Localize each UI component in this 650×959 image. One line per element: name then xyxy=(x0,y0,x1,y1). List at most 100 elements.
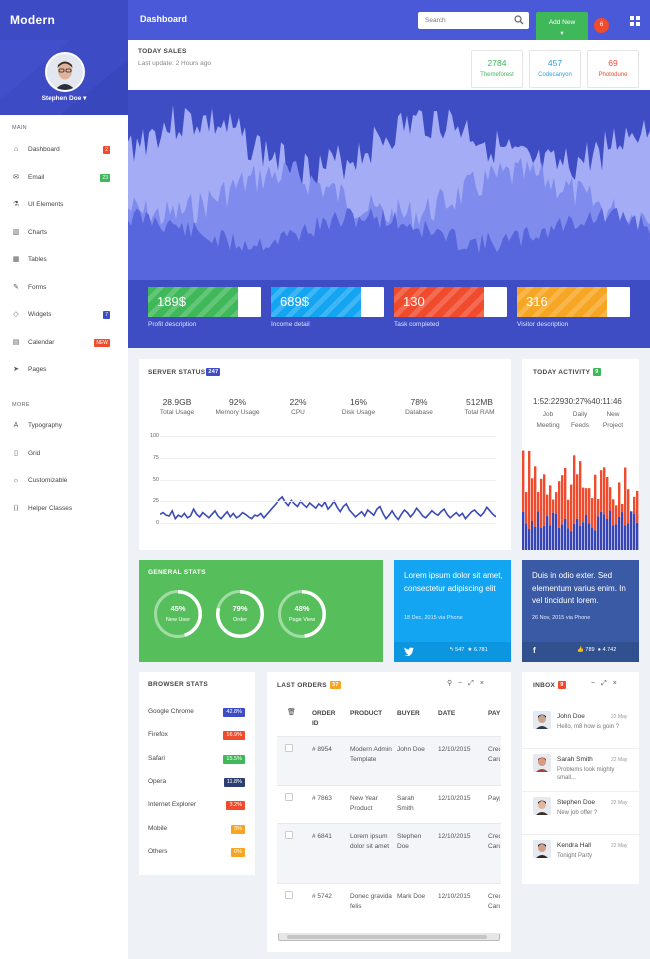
order-date: 12/10/2015 xyxy=(438,833,471,840)
order-payment: Cred Card xyxy=(488,746,500,763)
table-row[interactable] xyxy=(277,824,501,884)
search-input[interactable] xyxy=(418,12,529,29)
kpi-tile-2[interactable]: 689$ xyxy=(271,287,384,317)
sidebar-item-forms[interactable]: ✎ Forms xyxy=(0,278,128,300)
apps-grid-icon[interactable] xyxy=(630,16,640,26)
y-axis-tick: 100 xyxy=(149,433,159,439)
table-row[interactable] xyxy=(277,737,501,786)
sidebar-item-email[interactable]: ✉ Email 23 xyxy=(0,168,128,190)
ring-page-view xyxy=(277,589,326,638)
mail-icon: ✉ xyxy=(13,173,19,181)
activity-bar-red xyxy=(555,492,558,514)
activity-bar-blue xyxy=(621,512,624,550)
search-icon[interactable] xyxy=(514,15,524,25)
orders-horizontal-scrollbar[interactable] xyxy=(278,933,500,941)
sidebar-item-ui-elements[interactable]: ⚗ UI Elements xyxy=(0,195,128,217)
table-row[interactable] xyxy=(277,884,501,934)
user-avatar[interactable] xyxy=(45,52,85,92)
facebook-stats: 👍 789 ● 4.742 xyxy=(577,647,616,653)
add-new-button[interactable]: Add New ▾ xyxy=(536,12,588,40)
reply-icon[interactable]: ↰ xyxy=(449,647,454,653)
sidebar-item-customizable[interactable]: ☼ Customizable xyxy=(0,471,128,493)
activity-bar-red xyxy=(546,494,549,517)
close-icon[interactable]: × xyxy=(479,680,490,687)
minimize-icon[interactable]: − xyxy=(458,680,469,687)
expand-icon[interactable]: ⤢ xyxy=(601,680,613,687)
facebook-icon[interactable]: f xyxy=(533,646,536,655)
activity-bar-red xyxy=(570,484,573,532)
activity-bar-red xyxy=(525,492,528,524)
sidebar-item-charts[interactable]: ▥ Charts xyxy=(0,223,128,245)
caret-down-icon: ▾ xyxy=(560,30,564,37)
server-status-title: SERVER STATUS 247 xyxy=(148,368,221,376)
sidebar-item-grid[interactable]: ▯ Grid xyxy=(0,444,128,466)
browser-row: Others 0% xyxy=(148,847,245,858)
sidebar-item-label: Helper Classes xyxy=(28,504,73,512)
kpi-tile-1[interactable]: 189$ xyxy=(148,287,261,317)
activity-values: 1:52:22930:27%40:11:46 xyxy=(533,397,622,406)
row-checkbox[interactable] xyxy=(285,831,293,839)
row-checkbox[interactable] xyxy=(285,793,293,801)
sidebar-item-label: Forms xyxy=(28,283,47,291)
sidebar-item-dashboard[interactable]: ⌂ Dashboard 2 xyxy=(0,140,128,162)
user-menu[interactable]: Stephen Doe ▾ xyxy=(0,94,128,102)
browser-name: Internet Explorer xyxy=(148,801,197,809)
message-date: 22 May xyxy=(611,800,628,806)
sidebar-item-tables[interactable]: ▦ Tables xyxy=(0,250,128,272)
star-icon[interactable]: ★ xyxy=(467,647,473,653)
sales-stat-label: Themeforest xyxy=(480,72,514,78)
gridline xyxy=(160,523,496,525)
order-id: # 8954 xyxy=(312,746,332,753)
kpi-tile-4[interactable]: 316 xyxy=(517,287,630,317)
activity-bar-blue xyxy=(627,523,630,550)
notifications-badge[interactable]: 6 xyxy=(594,18,609,33)
close-icon[interactable]: × xyxy=(612,680,623,687)
ring-new-user xyxy=(153,589,202,638)
browser-share-badge: 16.9% xyxy=(223,731,245,741)
sidebar-item-label: Grid xyxy=(28,449,41,457)
activity-bar-red xyxy=(615,505,618,525)
ring-order xyxy=(215,589,264,638)
sidebar-item-helper-classes[interactable]: ⟨⟩ Helper Classes xyxy=(0,499,128,521)
activity-bar-blue xyxy=(588,523,591,550)
search-icon[interactable]: ⚲ xyxy=(447,680,459,687)
inbox-message-row[interactable] xyxy=(522,748,639,791)
sidebar-item-widgets[interactable]: ◇ Widgets 7 xyxy=(0,305,128,327)
sales-area-layer-3 xyxy=(128,207,650,280)
thumbs-up-icon[interactable]: 👍 xyxy=(577,647,584,653)
row-checkbox[interactable] xyxy=(285,891,293,899)
activity-bar-red xyxy=(549,485,552,526)
scrollbar-thumb[interactable] xyxy=(287,935,487,939)
browser-share-badge: 3.2% xyxy=(226,801,245,811)
minimize-icon[interactable]: − xyxy=(591,680,602,687)
sidebar-item-pages[interactable]: ➤ Pages xyxy=(0,360,128,382)
expand-icon[interactable]: ⤢ xyxy=(468,680,480,687)
gridline xyxy=(160,501,496,503)
activity-bar-blue xyxy=(630,511,633,550)
main-section-heading: MAIN xyxy=(12,125,27,131)
browser-row: Mobile 3% xyxy=(148,824,245,835)
order-product: Modern Admin Template xyxy=(350,746,392,763)
comment-icon[interactable]: ● xyxy=(597,647,601,653)
table-row[interactable] xyxy=(277,786,501,824)
server-usage-series xyxy=(160,495,496,521)
sidebar-item-calendar[interactable]: ▤ Calendar NEW xyxy=(0,333,128,355)
activity-bar-blue xyxy=(633,513,636,550)
y-axis-tick: 75 xyxy=(152,454,159,461)
inbox-message-row[interactable] xyxy=(522,834,639,877)
ring-label: New User xyxy=(165,617,191,623)
sidebar-item-typography[interactable]: A Typography xyxy=(0,416,128,438)
sales-stat-themeforest: 2784 Themeforest xyxy=(471,50,523,88)
gridline xyxy=(160,479,496,481)
brand-logo[interactable]: Modern xyxy=(0,0,128,40)
twitter-icon[interactable] xyxy=(404,647,414,656)
columns-icon: ▯ xyxy=(14,449,18,457)
browser-stats-title: BROWSER STATS xyxy=(148,681,208,688)
inbox-message-row[interactable] xyxy=(522,791,639,834)
order-date: 12/10/2015 xyxy=(438,795,471,802)
kpi-tile-3[interactable]: 130 xyxy=(394,287,507,317)
row-checkbox[interactable] xyxy=(285,744,293,752)
trash-icon[interactable]: 🗑 xyxy=(287,709,296,716)
activity-bar-blue xyxy=(549,525,552,550)
server-metric-value: 92% xyxy=(228,397,246,407)
